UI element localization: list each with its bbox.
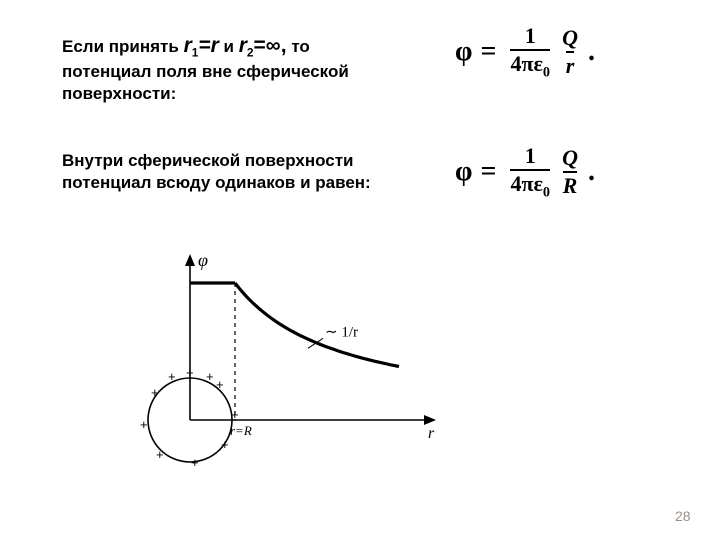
svg-text:+: + bbox=[168, 369, 176, 384]
svg-text:r=R: r=R bbox=[230, 423, 252, 438]
svg-text:+: + bbox=[221, 437, 229, 452]
equation-inside: φ = 1 4πε0 Q R . bbox=[455, 145, 595, 200]
p1-and: и bbox=[219, 37, 239, 56]
page-number: 28 bbox=[675, 508, 691, 524]
eq2-equals: = bbox=[480, 156, 496, 188]
p1-r2: r bbox=[239, 34, 247, 57]
svg-text:+: + bbox=[231, 407, 239, 422]
potential-graph: φr∼ 1/rr=R++++++++++ bbox=[130, 245, 440, 475]
p1-r2-sub: 2 bbox=[247, 45, 254, 59]
eq2-phi: φ bbox=[455, 156, 472, 188]
paragraph-1: Если принять r1=r и r2=∞, то потенциал п… bbox=[62, 32, 372, 105]
svg-text:+: + bbox=[186, 365, 194, 380]
svg-text:+: + bbox=[156, 447, 164, 462]
svg-text:∼ 1/r: ∼ 1/r bbox=[325, 324, 358, 340]
equation-outside: φ = 1 4πε0 Q r . bbox=[455, 25, 595, 80]
eq1-frac1: 1 4πε0 bbox=[510, 25, 550, 80]
svg-text:+: + bbox=[151, 385, 159, 400]
graph-svg: φr∼ 1/rr=R++++++++++ bbox=[130, 245, 440, 475]
p1-eqr: =r bbox=[198, 34, 218, 57]
eq2-frac2-den: R bbox=[563, 171, 578, 197]
svg-text:+: + bbox=[140, 417, 148, 432]
eq2-frac1: 1 4πε0 bbox=[510, 145, 550, 200]
eq2-frac2-num: Q bbox=[562, 147, 578, 171]
paragraph-2: Внутри сферической поверхности потенциал… bbox=[62, 150, 382, 194]
svg-text:+: + bbox=[191, 455, 199, 470]
svg-text:φ: φ bbox=[198, 250, 208, 270]
svg-text:+: + bbox=[216, 377, 224, 392]
eq1-phi: φ bbox=[455, 36, 472, 68]
eq2-dot: . bbox=[588, 156, 595, 188]
eq1-frac2: Q r bbox=[562, 27, 578, 77]
eq1-frac2-den: r bbox=[566, 51, 575, 77]
eq2-frac2: Q R bbox=[562, 147, 578, 197]
eq1-frac1-num: 1 bbox=[525, 25, 536, 49]
svg-text:r: r bbox=[428, 425, 435, 442]
p1-r1: r bbox=[184, 34, 192, 57]
eq2-frac1-den: 4πε0 bbox=[510, 169, 550, 200]
p1-pre: Если принять bbox=[62, 37, 184, 56]
eq1-frac2-num: Q bbox=[562, 27, 578, 51]
eq2-frac1-num: 1 bbox=[525, 145, 536, 169]
p1-eqinf: =∞, bbox=[254, 34, 287, 57]
eq1-equals: = bbox=[480, 36, 496, 68]
eq1-frac1-den: 4πε0 bbox=[510, 49, 550, 80]
svg-text:+: + bbox=[206, 369, 214, 384]
eq1-dot: . bbox=[588, 36, 595, 68]
